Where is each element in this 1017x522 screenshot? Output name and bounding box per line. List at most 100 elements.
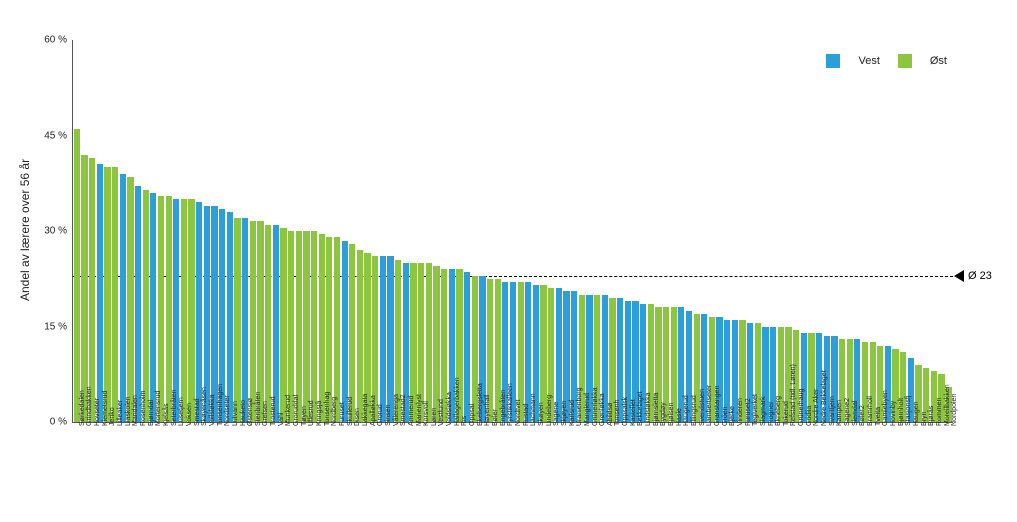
x-tick-label: Sagene2 xyxy=(844,398,851,426)
x-tick-label: Bramrholl xyxy=(867,396,874,426)
x-tick-label: Uranienborg xyxy=(576,387,583,426)
bar xyxy=(188,199,194,422)
x-tick-label: Lindeberg xyxy=(546,395,553,426)
bar-chart: VestØst 0 %15 %30 %45 %60 % Andel av lær… xyxy=(0,0,1017,522)
x-tick-label: Bjølsen xyxy=(668,403,675,426)
x-tick-label: Bøler xyxy=(492,409,499,426)
x-tick-label: Haugerud xyxy=(683,395,690,426)
y-tick: 0 % xyxy=(50,417,73,428)
bar xyxy=(135,186,141,422)
x-tick-label: Skjøyen xyxy=(561,401,568,426)
x-tick-label: Munkerud xyxy=(285,395,292,426)
x-tick-label: Ullesrud xyxy=(308,400,315,426)
bar xyxy=(74,129,80,422)
bar xyxy=(242,218,248,422)
bar xyxy=(234,218,240,422)
x-tick-label: Nordpolen xyxy=(951,394,958,426)
y-tick: 45 % xyxy=(44,130,73,141)
x-tick-label: Rommen xyxy=(936,398,943,426)
bar xyxy=(303,231,309,422)
bar xyxy=(104,167,110,422)
x-tick-label: Ekneberg xyxy=(775,396,782,426)
x-tick-label: Tonsenhagen xyxy=(217,384,224,426)
x-tick-label: Sinsen xyxy=(385,405,392,426)
x-tick-label: Slemdal xyxy=(852,401,859,426)
bar xyxy=(181,199,187,422)
x-tick-label: Skøyen xyxy=(538,402,545,426)
x-tick-label: Sørkedalen xyxy=(79,390,86,426)
bar xyxy=(464,272,470,422)
x-tick-label: Trosterud xyxy=(270,396,277,426)
x-tick-label: Abildsø xyxy=(607,403,614,426)
bar xyxy=(342,241,348,422)
bar xyxy=(158,196,164,422)
x-tick-label: Tonsenh xyxy=(614,400,621,426)
x-tick-label: Skøyenåsen xyxy=(201,387,208,426)
y-tick: 60 % xyxy=(44,35,73,46)
x-tick-label: Østensjø xyxy=(247,398,254,426)
x-tick-label: Liaskolen xyxy=(125,396,132,426)
x-tick-label: Kastellet xyxy=(630,399,637,426)
x-tick-label: Nordberg xyxy=(331,397,338,426)
x-tick-label: Manglerud xyxy=(584,393,591,426)
x-tick-label: Voldsløkka xyxy=(446,392,453,426)
x-tick-label: Kringsjå xyxy=(316,401,323,426)
x-tick-label: Korsvoll xyxy=(423,401,430,426)
x-tick-label: Slagmark xyxy=(760,396,767,426)
y-tick: 15 % xyxy=(44,321,73,332)
x-tick-label: Vahl xyxy=(278,413,285,427)
x-tick-label: Tveita xyxy=(875,407,882,426)
x-tick-label: Lindsløkka xyxy=(645,393,652,426)
x-tick-label: Bjørnholt xyxy=(898,398,905,426)
x-tick-label: Teglverket xyxy=(752,394,759,426)
bar xyxy=(349,244,355,422)
x-tick-label: Rustad xyxy=(523,404,530,426)
x-tick-label: Sagene xyxy=(553,402,560,426)
y-axis-label: Andel av lærere over 56 år xyxy=(18,159,32,301)
reference-arrow-icon xyxy=(954,270,964,282)
x-tick-label: Tokerud xyxy=(783,401,790,426)
bar xyxy=(426,263,432,422)
x-tick-label: Oppsalsk xyxy=(622,397,629,426)
x-tick-label: Oppsal xyxy=(469,404,476,426)
bar xyxy=(89,158,95,422)
x-tick-label: Nordseter xyxy=(224,395,231,426)
x-tick-label: Nedre Bekkelaget xyxy=(821,370,828,426)
x-tick-label: Gamlebyen xyxy=(882,390,889,426)
x-tick-label: Fyrstikkalleen xyxy=(507,383,514,426)
x-tick-label: Bjørås xyxy=(928,406,935,426)
x-tick-label: Ris xyxy=(461,416,468,426)
x-tick-label: Rosenholm xyxy=(140,391,147,426)
bar xyxy=(81,155,87,422)
x-tick-label: Høyenhall xyxy=(484,394,491,426)
x-tick-label: Tonsenhag xyxy=(324,392,331,426)
bar xyxy=(127,177,133,422)
x-tick-label: Grefsen xyxy=(262,401,269,426)
x-tick-label: Morellbakken xyxy=(944,384,951,426)
plot-area: 0 %15 %30 %45 %60 % xyxy=(72,40,953,423)
x-tick-label: Lambertseter xyxy=(706,385,713,426)
x-tick-label: Seterbråten xyxy=(171,389,178,426)
x-tick-label: Karlsrud xyxy=(569,400,576,426)
x-tick-label: Lachmann xyxy=(530,393,537,426)
x-tick-label: Furuset xyxy=(339,402,346,426)
x-tick-label: Jeriko xyxy=(109,407,116,426)
x-tick-label: Lilleaker xyxy=(117,400,124,426)
bar xyxy=(112,167,118,422)
y-tick: 30 % xyxy=(44,226,73,237)
reference-label: Ø 23 xyxy=(968,270,992,282)
x-tick-label: Furuset2 xyxy=(745,398,752,426)
x-tick-label: Hallagerbakken xyxy=(454,377,461,426)
x-tick-label: Maridalen xyxy=(132,395,139,426)
x-tick-label: Bjørndal xyxy=(148,400,155,426)
x-tick-label: Engebråten xyxy=(500,390,507,426)
x-tick-label: Voksen xyxy=(186,403,193,426)
x-tick-label: Vinderen xyxy=(737,398,744,426)
x-tick-label: Refstad (tidl. Løren) xyxy=(790,364,797,426)
x-tick-label: Kjelsås xyxy=(163,403,170,426)
x-tick-label: Ekebergsletta xyxy=(477,383,484,426)
x-tick-label: Løren xyxy=(431,408,438,426)
x-tick-label: Vålerenga xyxy=(393,394,400,426)
x-tick-label: Vollsløkka xyxy=(209,394,216,426)
x-tick-label: Hovseter xyxy=(94,398,101,426)
